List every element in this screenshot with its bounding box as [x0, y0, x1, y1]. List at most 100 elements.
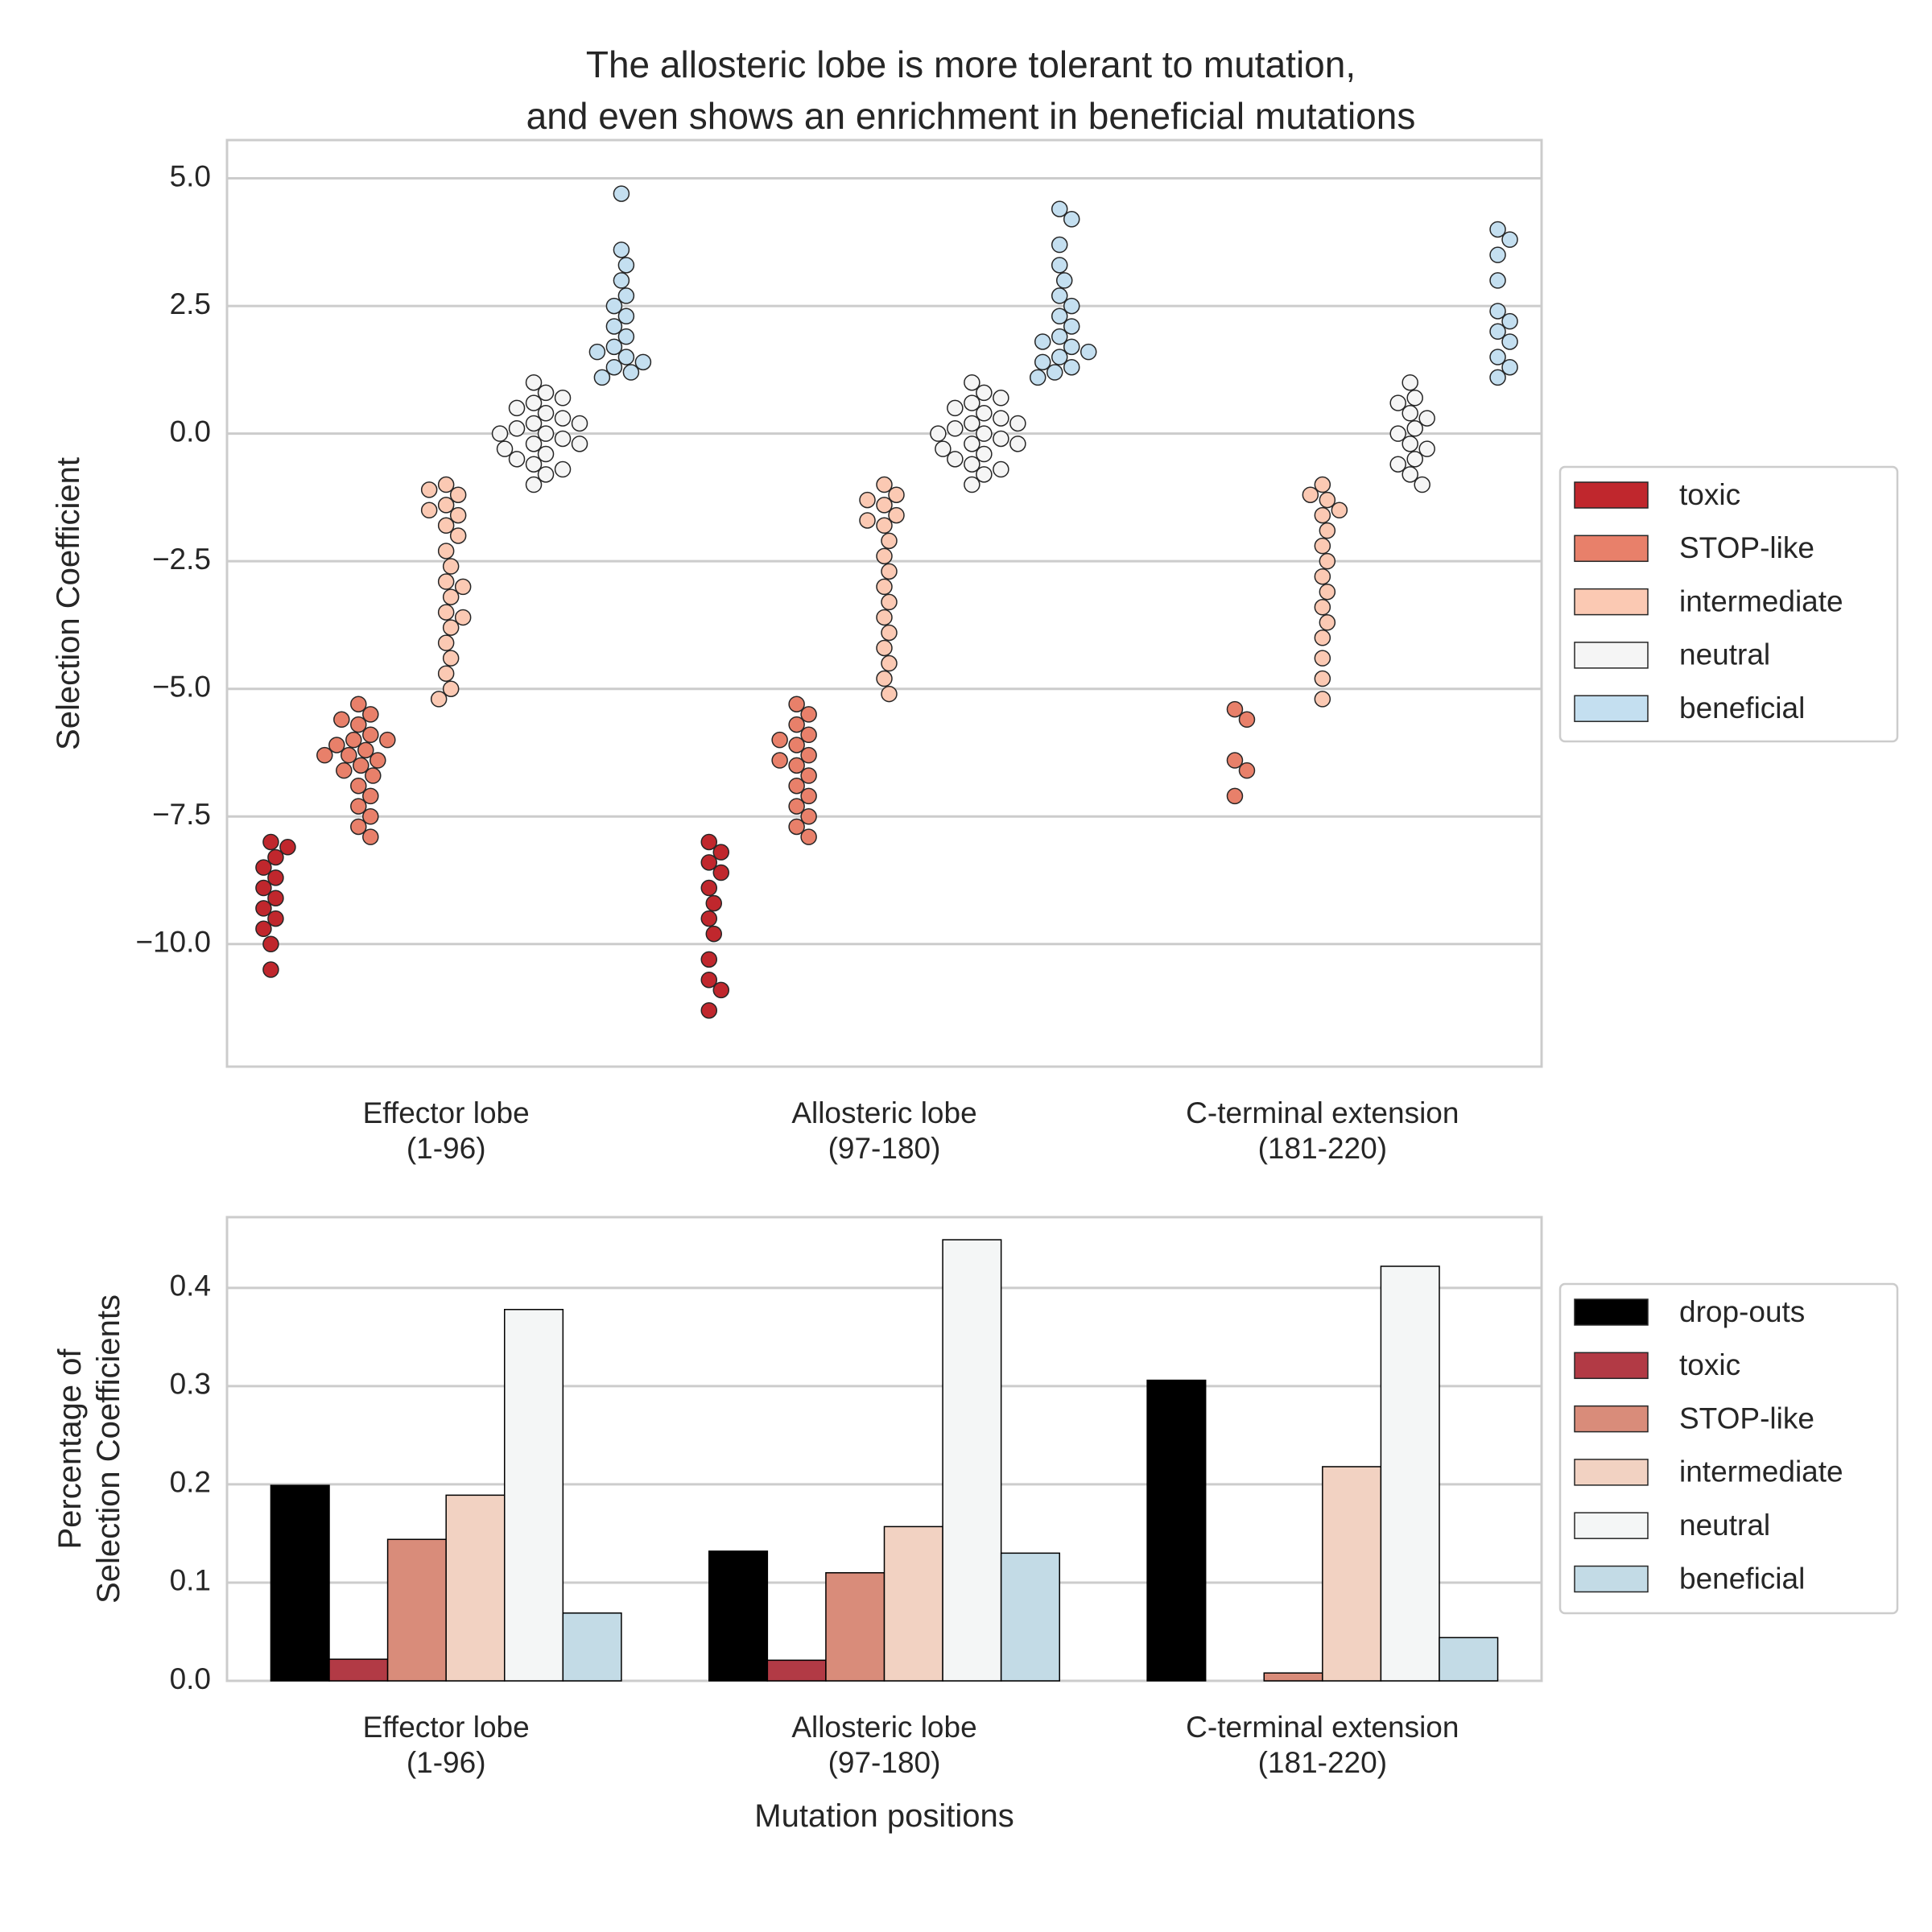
legend-swatch — [1574, 481, 1649, 509]
point — [437, 543, 455, 559]
bar — [562, 1612, 622, 1682]
point — [876, 497, 893, 514]
point — [1029, 369, 1046, 386]
point — [964, 415, 980, 432]
point — [1009, 415, 1026, 432]
bar — [386, 1538, 447, 1682]
legend-swatch — [1574, 1405, 1649, 1433]
point — [262, 833, 279, 851]
bar — [766, 1659, 827, 1682]
legend-swatch — [1574, 1298, 1649, 1326]
point — [362, 706, 379, 723]
point — [788, 777, 805, 795]
point — [1034, 353, 1051, 371]
point — [993, 430, 1009, 448]
point — [454, 578, 472, 596]
point — [554, 410, 572, 427]
point — [964, 456, 980, 473]
legend-swatch — [1574, 1459, 1649, 1486]
point — [800, 726, 817, 744]
bar — [1146, 1379, 1207, 1682]
point — [881, 624, 898, 642]
point — [362, 808, 379, 825]
point — [1314, 568, 1331, 585]
legend-swatch — [1574, 642, 1649, 669]
point — [881, 563, 898, 580]
y-tick-label: −2.5 — [152, 543, 211, 576]
point — [279, 839, 296, 856]
point — [1501, 231, 1518, 248]
y-tick-label: 5.0 — [170, 159, 211, 192]
point — [437, 634, 455, 651]
point — [1501, 358, 1518, 376]
point — [537, 384, 555, 402]
legend-label: drop-outs — [1679, 1295, 1805, 1328]
point — [1051, 287, 1068, 304]
point — [1055, 272, 1073, 289]
point — [935, 440, 952, 457]
bar — [883, 1525, 943, 1682]
point — [617, 349, 635, 365]
y-tick-label: 0.2 — [170, 1466, 211, 1499]
point — [1009, 436, 1026, 452]
point — [508, 420, 526, 437]
point — [700, 833, 718, 851]
point — [537, 445, 555, 463]
point — [876, 476, 893, 493]
point — [947, 451, 964, 468]
point — [1319, 552, 1336, 570]
point — [800, 828, 817, 845]
point — [771, 752, 788, 769]
bar — [445, 1494, 506, 1682]
point — [859, 491, 876, 509]
point — [1402, 436, 1418, 452]
y-tick-label: −5.0 — [152, 671, 211, 704]
point — [1314, 630, 1331, 646]
point — [1063, 338, 1080, 356]
point — [350, 716, 367, 733]
point — [1319, 583, 1336, 601]
point — [881, 593, 898, 611]
legend-swatch — [1574, 1352, 1649, 1380]
point — [700, 971, 718, 989]
point — [788, 716, 805, 733]
point — [964, 374, 980, 391]
point — [705, 925, 723, 943]
point — [1414, 476, 1430, 493]
point — [881, 532, 898, 550]
y-tick-label: 0.0 — [170, 415, 211, 448]
point — [617, 287, 635, 304]
point — [437, 573, 455, 590]
point — [1034, 333, 1051, 350]
point — [525, 394, 543, 411]
point — [1402, 466, 1418, 483]
legend-swatch — [1574, 1512, 1649, 1539]
point — [1051, 308, 1068, 325]
point — [449, 527, 467, 544]
point — [362, 828, 379, 845]
point — [976, 425, 993, 442]
point — [1226, 700, 1244, 718]
y-tick-label: 0.3 — [170, 1368, 211, 1401]
point — [700, 854, 718, 871]
point — [1314, 691, 1331, 708]
point — [800, 767, 817, 784]
point — [613, 185, 630, 202]
point — [705, 894, 723, 912]
legend-label: beneficial — [1679, 691, 1805, 724]
point — [442, 650, 460, 667]
point — [437, 497, 455, 514]
point — [449, 506, 467, 524]
point — [1046, 364, 1063, 381]
point — [1051, 200, 1068, 217]
point — [788, 818, 805, 836]
point — [700, 910, 718, 927]
point — [881, 654, 898, 672]
point — [634, 353, 652, 371]
point — [1402, 405, 1418, 422]
point — [571, 436, 588, 452]
bar — [1263, 1672, 1323, 1682]
point — [976, 466, 993, 483]
point — [537, 466, 555, 483]
bar — [1439, 1637, 1499, 1682]
